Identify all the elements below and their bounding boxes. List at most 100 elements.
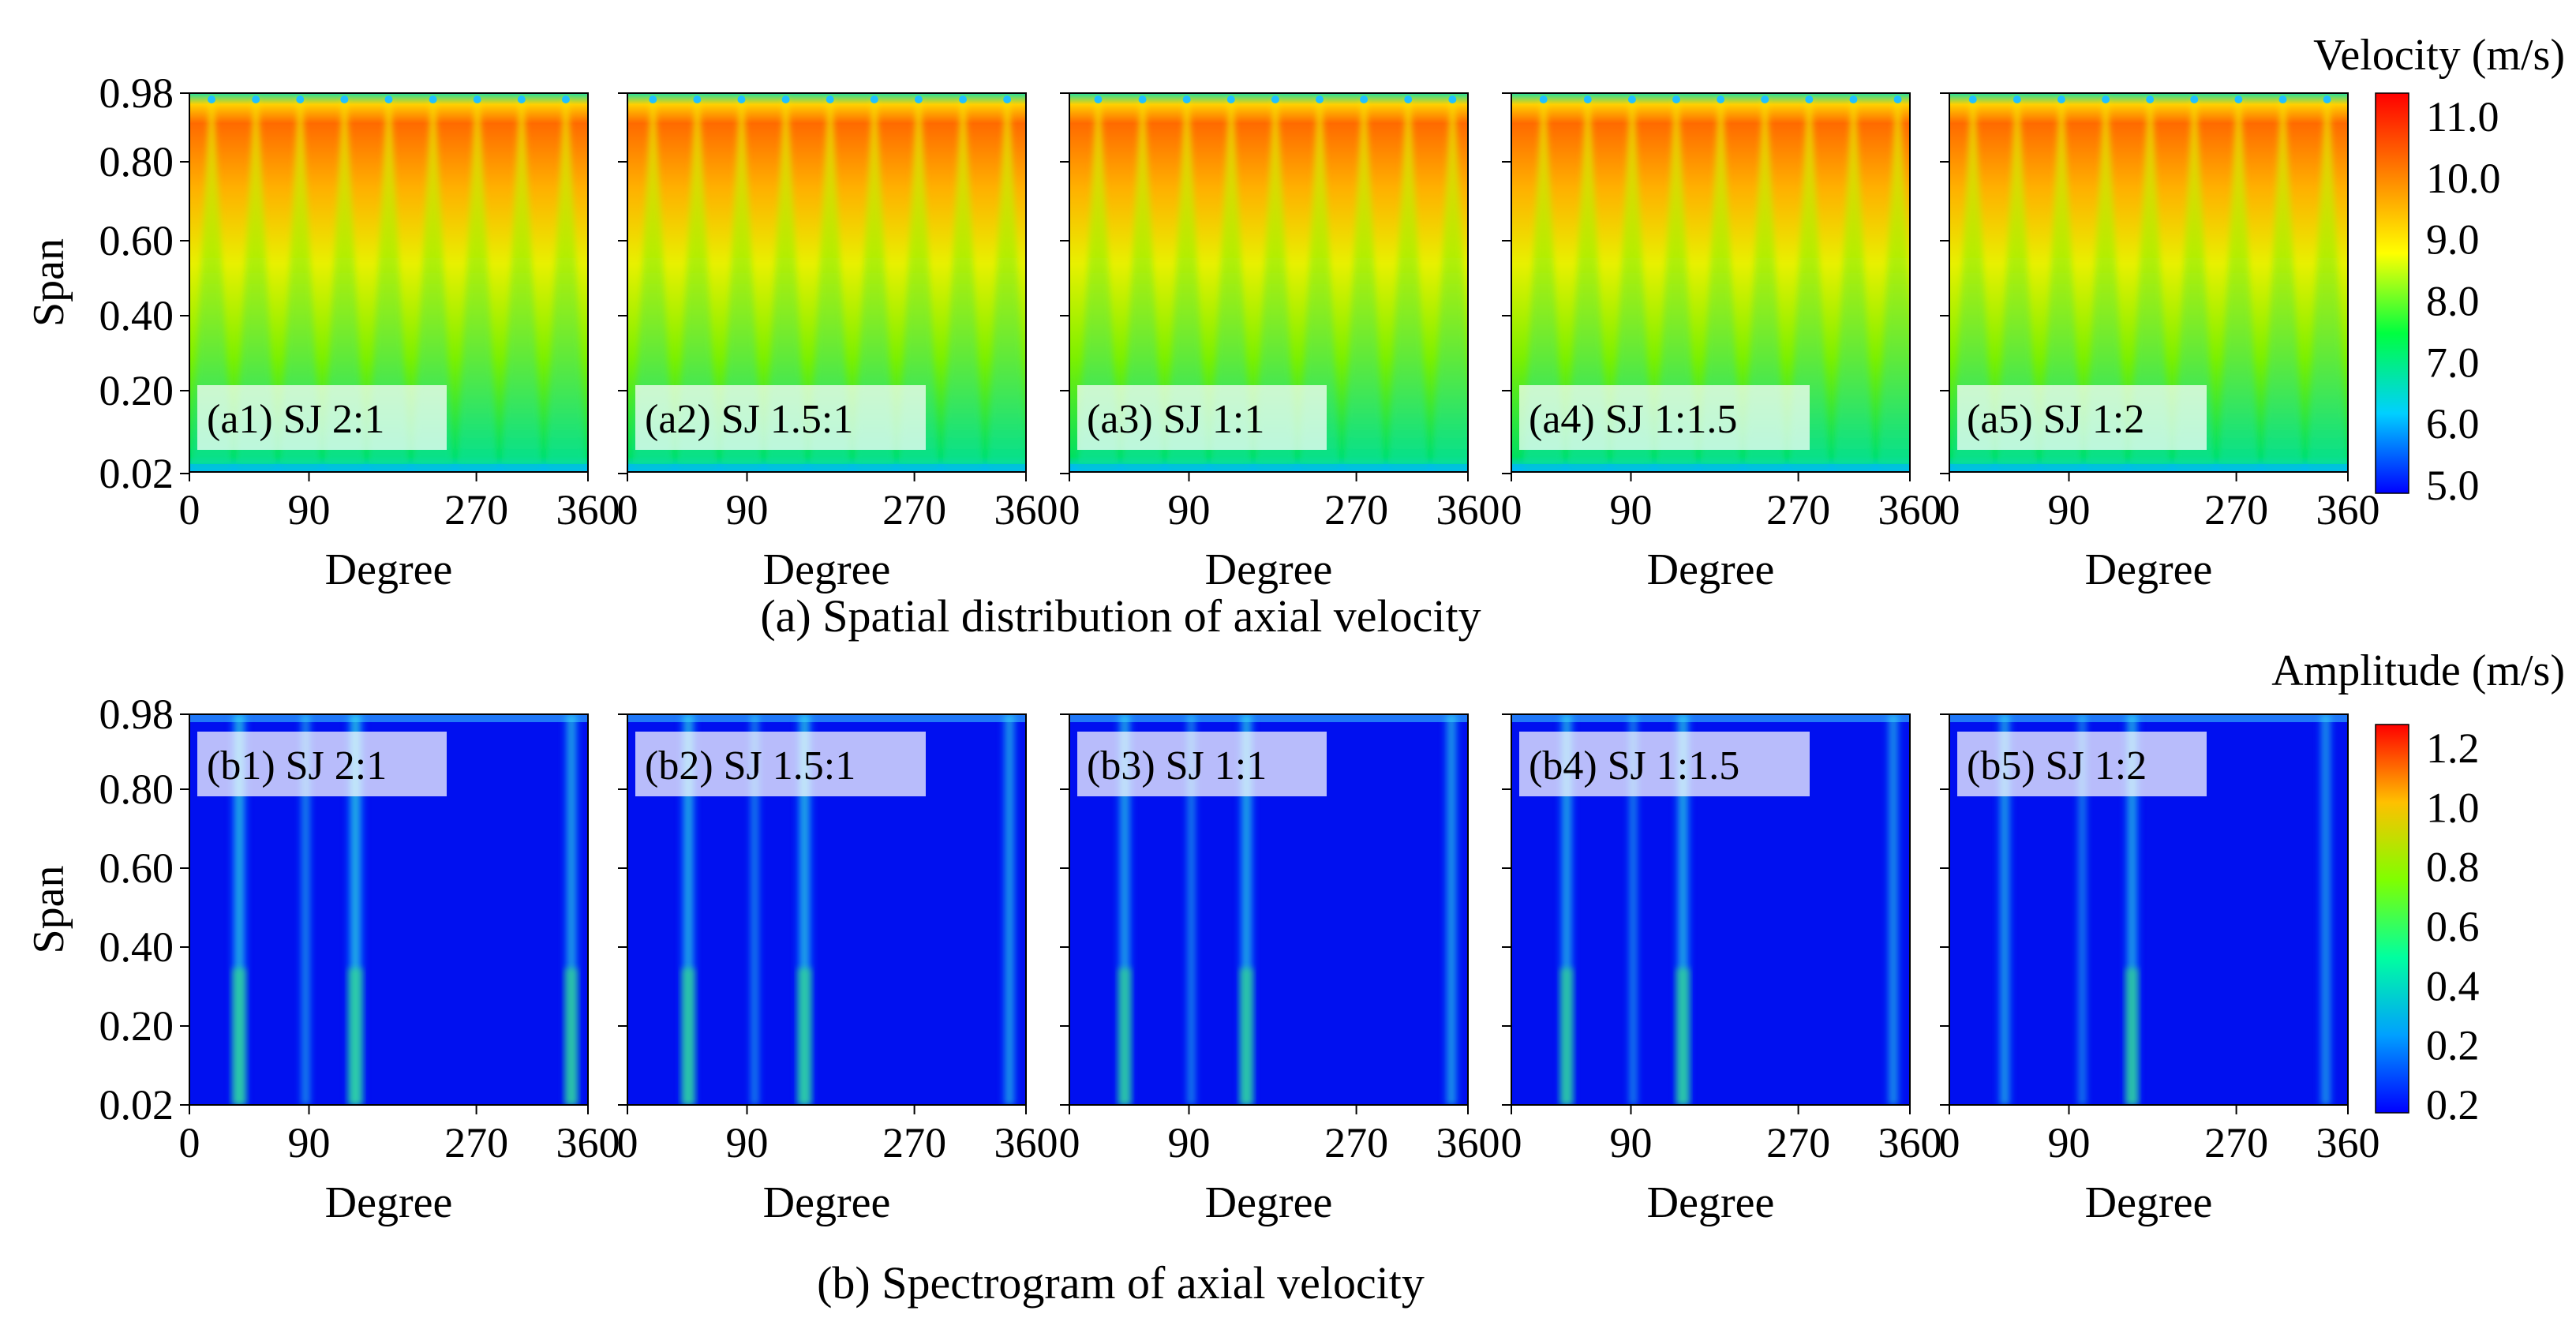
tip-vortex (737, 95, 746, 103)
x-tick-label: 360 (1878, 1119, 1942, 1166)
frequency-band (1625, 714, 1642, 1105)
tip-vortex (208, 95, 216, 103)
panel-label: (b2) SJ 1.5:1 (645, 743, 856, 788)
blade-wake (942, 99, 984, 472)
x-tick-label: 360 (1436, 1119, 1500, 1166)
hub-layer (189, 464, 588, 472)
tip-vortex (1360, 95, 1368, 103)
colorbar-tick-label: 0.4 (2426, 962, 2480, 1009)
tip-vortex (1717, 95, 1725, 103)
blade-wake (1833, 99, 1874, 472)
tip-vortex (1805, 95, 1814, 103)
x-tick-label: 0 (179, 486, 200, 534)
colorbar-tick-label: 0.2 (2426, 1022, 2480, 1069)
band-peak (797, 968, 812, 1105)
blade-wake (324, 99, 365, 472)
blade-wake (721, 99, 762, 472)
frequency-band (747, 714, 763, 1105)
x-tick-label: 270 (1324, 486, 1388, 534)
panel-label-box (197, 385, 447, 450)
tip-vortex (1968, 95, 1977, 103)
tip-vortex (2102, 95, 2110, 103)
blade-wake (2085, 99, 2127, 472)
y-tick-label: 0.60 (99, 844, 174, 892)
blade-wake (987, 99, 1026, 472)
blade-wake (897, 99, 939, 472)
tip-vortex (517, 95, 526, 103)
blade-wake (1952, 99, 1994, 472)
x-tick-label: 90 (726, 1119, 769, 1166)
blade-wake (500, 99, 542, 472)
x-tick-label: 0 (1939, 1119, 1960, 1166)
blade-wake (2306, 99, 2348, 472)
tip-vortex (649, 95, 657, 103)
band-peak (681, 968, 696, 1105)
band-peak (1676, 968, 1690, 1105)
blade-wake (676, 99, 718, 472)
hub-layer (1069, 464, 1468, 472)
panel-label-box (1957, 732, 2207, 796)
tip-vortex (1271, 95, 1279, 103)
x-tick-label: 90 (288, 486, 331, 534)
colorbar-tick-label: 7.0 (2426, 339, 2480, 386)
colorbar-tick-label: 0.2 (2426, 1081, 2480, 1129)
row-b-caption: (b) Spectrogram of axial velocity (817, 1257, 1425, 1309)
blade-wake (1744, 99, 1786, 472)
panel-label: (b4) SJ 1:1.5 (1529, 743, 1739, 788)
panel-frame (627, 713, 1027, 1106)
colorbar-tick-label: 0.8 (2426, 844, 2480, 891)
colorbar-title: Amplitude (m/s) (2271, 646, 2565, 695)
tip-vortex (340, 95, 349, 103)
tip-vortex (693, 95, 702, 103)
x-tick-label: 90 (1168, 1119, 1211, 1166)
frequency-band (1183, 714, 1200, 1105)
blade-wake (368, 99, 410, 472)
y-tick-label: 0.20 (99, 1002, 174, 1050)
x-tick-label: 90 (2048, 1119, 2091, 1166)
x-tick-label: 0 (179, 1119, 200, 1166)
blade-wake (456, 99, 498, 472)
y-axis-label: Span (24, 866, 73, 954)
x-tick-label: 0 (1501, 1119, 1522, 1166)
band-peak (231, 968, 247, 1105)
blade-wake (1121, 99, 1163, 472)
blade-wake (2129, 99, 2171, 472)
x-tick-label: 90 (2048, 486, 2091, 534)
blade-wake (1387, 99, 1429, 472)
band-peak (564, 968, 578, 1105)
band-peak (2125, 968, 2139, 1105)
x-tick-label: 270 (1324, 1119, 1388, 1166)
y-tick-label: 0.60 (99, 217, 174, 264)
x-tick-label: 270 (444, 1119, 508, 1166)
y-axis-label: Span (24, 238, 73, 327)
panel-label: (a2) SJ 1.5:1 (645, 397, 853, 442)
x-tick-label: 90 (1610, 486, 1653, 534)
x-tick-label: 270 (882, 486, 946, 534)
x-tick-label: 270 (1766, 486, 1830, 534)
tip-vortex (870, 95, 878, 103)
x-axis-label: Degree (763, 1178, 891, 1227)
y-tick-label: 0.02 (99, 450, 174, 497)
colorbar-title: Velocity (m/s) (2313, 31, 2565, 80)
x-tick-label: 360 (1878, 486, 1942, 534)
blade-wake (1788, 99, 1830, 472)
x-axis-label: Degree (325, 545, 453, 594)
x-tick-label: 0 (1059, 1119, 1080, 1166)
x-axis-label: Degree (1205, 545, 1333, 594)
blade-wake (1877, 99, 1910, 472)
x-tick-label: 360 (1436, 486, 1500, 534)
x-tick-label: 270 (2204, 486, 2268, 534)
tip-vortex (1627, 95, 1636, 103)
colorbar-tick-label: 1.0 (2426, 784, 2480, 831)
y-tick-label: 0.98 (99, 691, 174, 738)
x-axis-label: Degree (1205, 1178, 1333, 1227)
x-tick-label: 270 (882, 1119, 946, 1166)
frequency-band (1884, 714, 1903, 1105)
colorbar-tick-label: 11.0 (2426, 93, 2499, 140)
panel-label-box (1957, 385, 2207, 450)
colorbar (2375, 724, 2409, 1114)
panel-label-box (1077, 385, 1327, 450)
tip-vortex (473, 95, 481, 103)
blade-wake (2218, 99, 2260, 472)
